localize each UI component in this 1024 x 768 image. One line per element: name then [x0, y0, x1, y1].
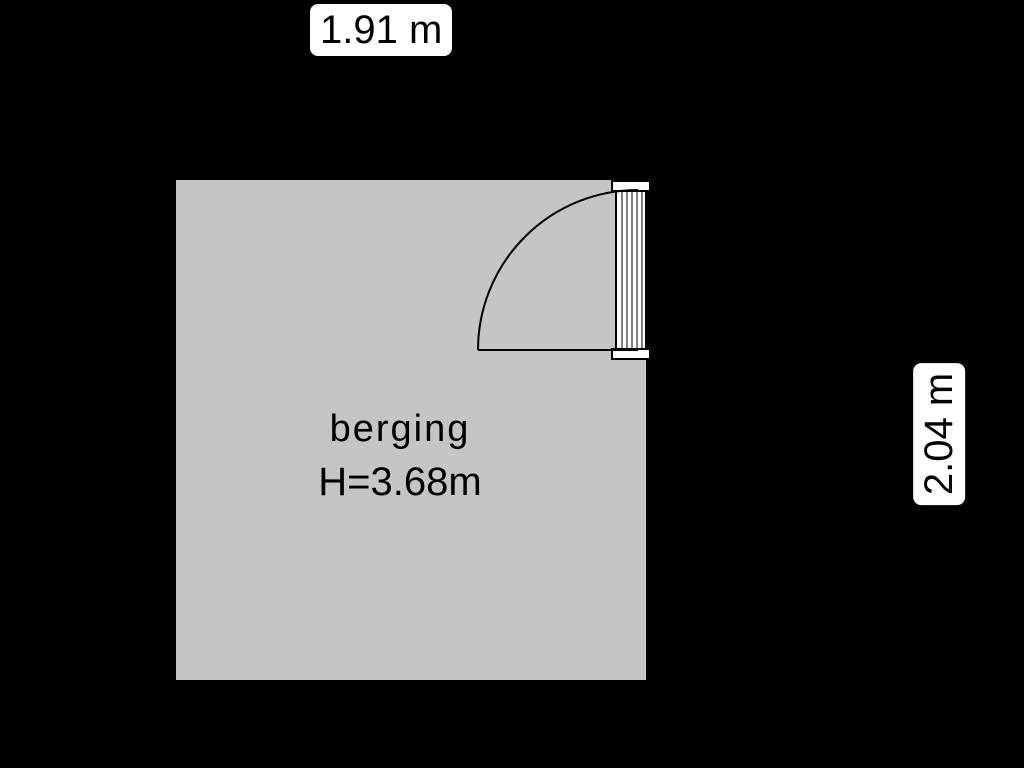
- dimension-right-text: 2.04 m: [917, 373, 961, 495]
- room-name-label: berging: [260, 408, 540, 451]
- dimension-top-box: 1.91 m: [310, 4, 452, 56]
- room-height-text: H=3.68m: [318, 460, 481, 504]
- door-symbol: [0, 0, 1024, 768]
- room-height-label: H=3.68m: [260, 460, 540, 505]
- dimension-top-text: 1.91 m: [320, 8, 442, 52]
- room-name-text: berging: [330, 408, 471, 450]
- dimension-right-box: 2.04 m: [913, 363, 965, 505]
